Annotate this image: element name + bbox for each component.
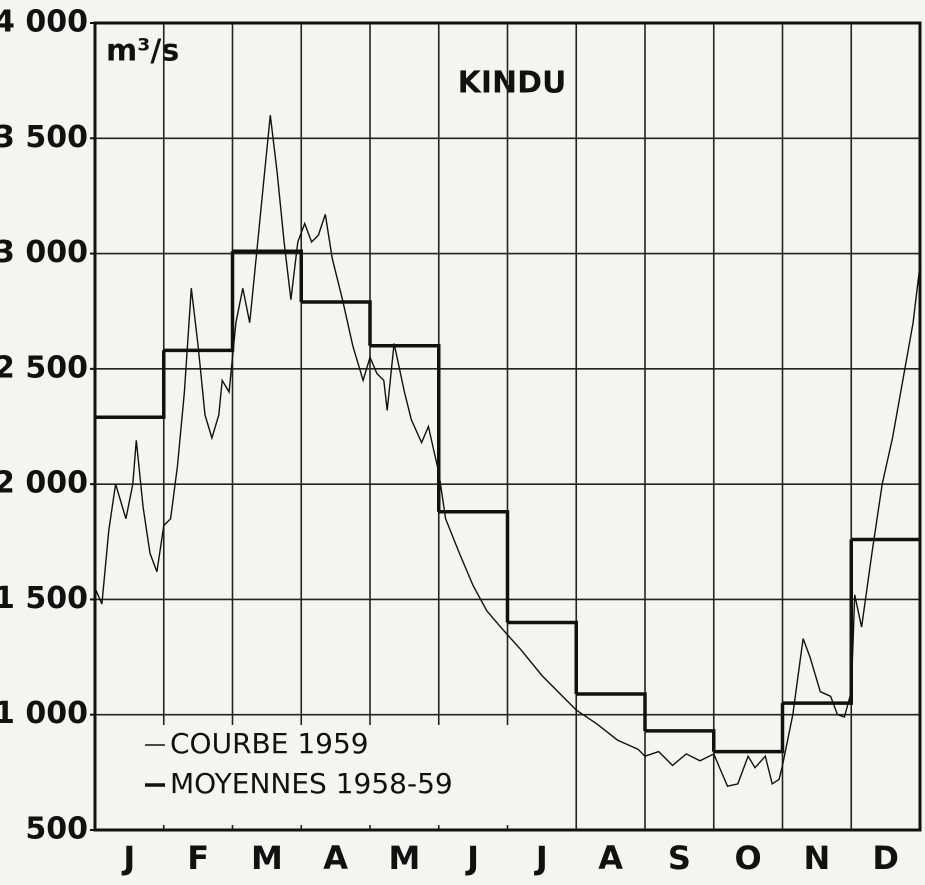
x-tick-label: A <box>598 839 623 877</box>
monthly-mean-step <box>163 251 235 353</box>
y-tick-label: 1 000 <box>0 696 88 731</box>
monthly-mean-step <box>645 729 716 752</box>
x-tick-label: O <box>735 839 762 877</box>
x-tick-label: J <box>465 839 479 877</box>
y-tick-label: 4 000 <box>0 5 88 40</box>
x-tick-label: D <box>872 839 899 877</box>
monthly-mean-step <box>507 620 578 694</box>
monthly-mean-step <box>232 249 303 302</box>
monthly-mean-step <box>713 703 785 754</box>
x-tick-label: J <box>534 839 548 877</box>
y-tick-label: 1 500 <box>0 581 88 616</box>
chart-title: KINDU <box>458 66 567 101</box>
legend-box <box>100 725 560 825</box>
monthly-mean-step <box>95 350 166 420</box>
legend-label: COURBE 1959 <box>170 727 369 760</box>
x-tick-label: M <box>388 839 420 877</box>
y-axis-unit: m³/s <box>106 34 179 69</box>
monthly-mean-step <box>782 539 853 705</box>
monthly-mean-step <box>301 300 372 346</box>
x-tick-label: A <box>323 839 348 877</box>
monthly-mean-step <box>576 692 647 731</box>
x-tick-label: S <box>668 839 691 877</box>
y-tick-label: 500 <box>25 812 88 847</box>
monthly-mean-step <box>370 344 441 512</box>
y-tick-label: 3 000 <box>0 235 88 270</box>
x-tick-label: F <box>187 839 209 877</box>
x-tick-label: M <box>251 839 283 877</box>
y-tick-label: 3 500 <box>0 120 88 155</box>
plot-frame <box>93 21 922 832</box>
curve-line <box>94 115 921 788</box>
x-tick-label: N <box>803 839 830 877</box>
y-tick-label: 2 000 <box>0 466 88 501</box>
y-tick-label: 2 500 <box>0 350 88 385</box>
x-tick-label: J <box>121 839 135 877</box>
monthly-mean-step <box>438 510 510 623</box>
legend-label: MOYENNES 1958-59 <box>170 767 453 800</box>
